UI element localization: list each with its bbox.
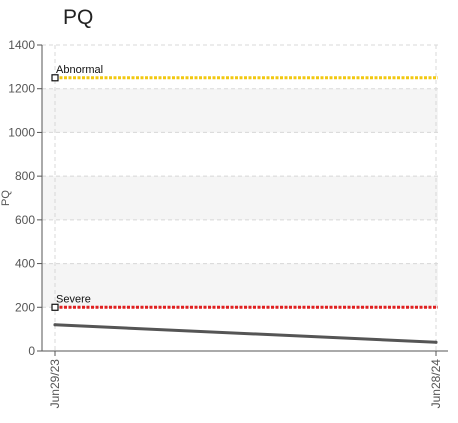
y-tick-label: 800 bbox=[15, 169, 35, 183]
background-bands bbox=[42, 88, 438, 308]
y-axis-label: PQ bbox=[0, 190, 12, 206]
y-tick-label: 600 bbox=[15, 213, 35, 227]
background-band bbox=[42, 263, 438, 308]
reference-label: Severe bbox=[56, 293, 91, 305]
series bbox=[53, 323, 438, 344]
y-tick-label: 400 bbox=[15, 257, 35, 271]
axes bbox=[37, 44, 448, 356]
series-line bbox=[53, 323, 438, 344]
y-tick-label: 1400 bbox=[8, 38, 35, 52]
data-point bbox=[53, 323, 57, 327]
reference-label: Abnormal bbox=[56, 64, 103, 76]
reference-marker bbox=[51, 74, 59, 82]
reference-lines: Abnormal Severe bbox=[51, 64, 438, 311]
background-band bbox=[42, 88, 438, 133]
x-tick-labels: Jun29/23 Jun28/24 bbox=[48, 359, 443, 409]
y-tick-labels: 0 200 400 600 800 1000 1200 1400 bbox=[8, 38, 35, 358]
y-tick-label: 1200 bbox=[8, 82, 35, 96]
x-tick-label: Jun28/24 bbox=[429, 359, 443, 409]
reference-marker bbox=[51, 303, 59, 311]
y-tick-label: 0 bbox=[28, 344, 35, 358]
chart-title: PQ bbox=[63, 6, 94, 29]
background-band bbox=[42, 176, 438, 220]
x-tick-label: Jun29/23 bbox=[48, 359, 62, 409]
y-tick-label: 200 bbox=[15, 300, 35, 314]
y-tick-label: 1000 bbox=[8, 125, 35, 139]
data-point bbox=[434, 340, 438, 344]
